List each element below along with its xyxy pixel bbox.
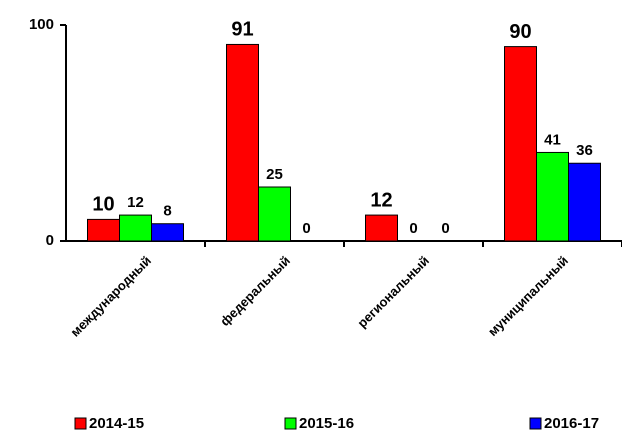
- data-label: 91: [231, 19, 253, 41]
- bar: [536, 151, 569, 242]
- data-label: 0: [441, 220, 449, 237]
- legend-label: 2015-16: [299, 415, 354, 432]
- y-tick-label: 0: [46, 232, 54, 249]
- bar: [365, 214, 398, 242]
- y-tick-label: 100: [29, 16, 54, 33]
- bar: [504, 46, 537, 242]
- data-label: 12: [370, 189, 392, 211]
- data-label: 12: [127, 194, 144, 211]
- bar: [226, 43, 259, 242]
- bar: [87, 218, 120, 242]
- x-tick-label: международный: [67, 253, 154, 340]
- legend-swatch: [529, 417, 542, 430]
- x-tick-label: федеральный: [217, 253, 293, 329]
- bar: [119, 214, 152, 242]
- data-label: 25: [266, 166, 283, 183]
- legend-swatch: [284, 417, 297, 430]
- data-label: 41: [544, 131, 561, 148]
- bar: [258, 186, 291, 242]
- legend-label: 2016-17: [544, 415, 599, 432]
- bar: [568, 162, 601, 242]
- legend-swatch: [74, 417, 87, 430]
- data-label: 90: [509, 21, 531, 43]
- data-label: 0: [409, 220, 417, 237]
- data-label: 10: [92, 194, 114, 216]
- data-label: 0: [302, 220, 310, 237]
- x-tick-label: региональный: [354, 253, 432, 331]
- bar: [151, 223, 184, 242]
- data-label: 36: [576, 142, 593, 159]
- legend-label: 2014-15: [89, 415, 144, 432]
- data-label: 8: [163, 203, 171, 220]
- x-tick-label: муниципальный: [485, 253, 571, 339]
